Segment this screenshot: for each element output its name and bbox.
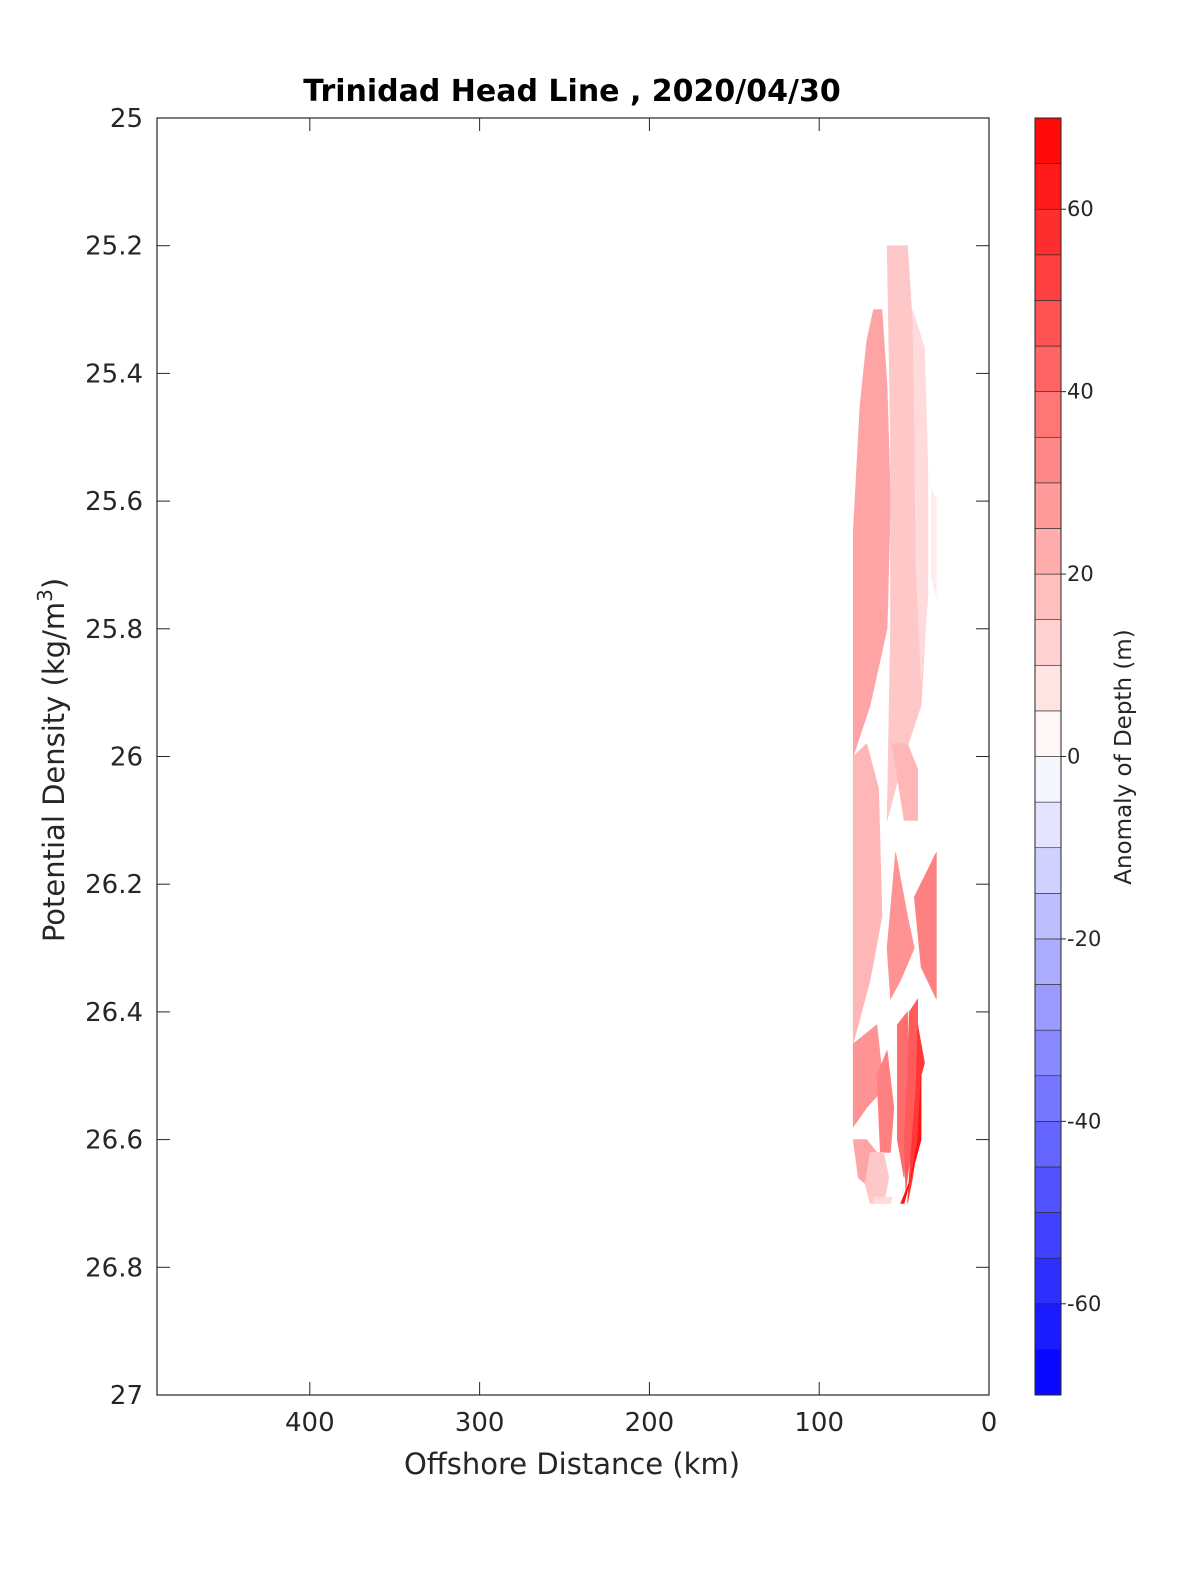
y-tick-label: 25.4 <box>85 359 143 389</box>
contour-region-14 <box>903 998 919 1191</box>
y-tick-label: 26 <box>110 743 143 773</box>
colorbar-tick-label: 0 <box>1067 745 1080 769</box>
colorbar-band <box>1034 1212 1062 1259</box>
colorbar-ticks: 60 40 20 0 -20 -40 -60 <box>1061 197 1101 1316</box>
x-tick-label: 100 <box>794 1408 844 1438</box>
colorbar-band <box>1034 893 1062 940</box>
colorbar-label: Anomaly of Depth (m) <box>1111 629 1137 884</box>
plot-frame <box>156 117 990 1396</box>
plot-area <box>156 117 990 1396</box>
colorbar-band <box>1034 163 1062 210</box>
colorbar-band <box>1034 1075 1062 1122</box>
colorbar-tick-label: -40 <box>1067 1109 1101 1133</box>
colorbar-band <box>1034 391 1062 438</box>
colorbar-band <box>1034 300 1062 347</box>
contour-region-7 <box>913 852 937 1000</box>
contour-region-9 <box>876 1050 895 1153</box>
y-tick-label: 26.2 <box>85 870 143 900</box>
y-axis-label: Potential Density (kg/m3) <box>33 578 71 942</box>
x-tick-label: 200 <box>625 1408 675 1438</box>
colorbar-band <box>1034 619 1062 666</box>
contour-region-0 <box>852 309 891 757</box>
y-axis-label-superscript: 3 <box>33 589 57 602</box>
colorbar-band <box>1034 664 1062 712</box>
chart-title: Trinidad Head Line , 2020/04/30 <box>303 74 840 109</box>
colorbar-band <box>1034 1349 1062 1396</box>
colorbar-band <box>1034 1029 1062 1077</box>
y-tick-label: 26.4 <box>85 998 143 1028</box>
contour-region-2 <box>912 309 929 680</box>
y-tick-label: 25.8 <box>85 615 143 645</box>
colorbar-band <box>1034 1257 1062 1305</box>
x-tick-labels: 400 300 200 100 0 <box>285 1408 997 1438</box>
contour-region-3 <box>930 488 937 597</box>
colorbar-tick-label: 60 <box>1067 197 1094 221</box>
contour-region-5 <box>891 743 919 821</box>
colorbar-band <box>1034 254 1062 301</box>
x-tick-label: 400 <box>285 1408 335 1438</box>
y-tick-label: 27 <box>110 1381 143 1411</box>
colorbar-frame <box>1034 117 1062 1396</box>
colorbar-band <box>1034 1166 1062 1213</box>
colorbar-band <box>1034 756 1062 803</box>
x-tick-label: 0 <box>981 1408 998 1438</box>
colorbar-band <box>1034 208 1062 256</box>
colorbar-bands <box>1034 117 1062 1396</box>
contour-region-6 <box>886 852 915 1001</box>
colorbar-tick-label: -20 <box>1067 927 1101 951</box>
colorbar-band <box>1034 710 1062 757</box>
colorbar-tick-label: -60 <box>1067 1292 1101 1316</box>
contour-region-16 <box>900 1075 922 1204</box>
contour-region-15 <box>907 1024 925 1204</box>
contour-layer <box>852 245 937 1204</box>
contour-region-8 <box>852 1024 885 1128</box>
colorbar-tick-label: 40 <box>1067 380 1094 404</box>
colorbar-band <box>1034 117 1062 164</box>
y-axis-label-base: Potential Density (kg/m <box>37 602 71 942</box>
colorbar-band <box>1034 847 1062 894</box>
y-axis-label-tail: ) <box>37 578 71 589</box>
x-tick-label: 300 <box>455 1408 505 1438</box>
colorbar-band <box>1034 938 1062 985</box>
y-tick-labels: 25 25.2 25.4 25.6 25.8 26 26.2 26.4 26.6 26.8 27 <box>85 104 143 1411</box>
y-tick-label: 25.6 <box>85 487 143 517</box>
colorbar-band <box>1034 984 1062 1031</box>
colorbar-band <box>1034 801 1062 849</box>
contour-region-12 <box>873 1196 893 1204</box>
colorbar-band <box>1034 1121 1062 1168</box>
y-tick-label: 25.2 <box>85 232 143 262</box>
colorbar-band <box>1034 1303 1062 1350</box>
colorbar-band <box>1034 482 1062 529</box>
y-tick-label: 26.6 <box>85 1126 143 1156</box>
colorbar-band <box>1034 528 1062 575</box>
y-tick-label: 25 <box>110 104 143 134</box>
x-axis-label: Offshore Distance (km) <box>404 1447 740 1481</box>
colorbar-band <box>1034 345 1062 392</box>
colorbar: 60 40 20 0 -20 -40 -60 <box>1034 117 1101 1396</box>
y-tick-label: 26.8 <box>85 1253 143 1283</box>
colorbar-band <box>1034 573 1062 620</box>
colorbar-band <box>1034 436 1062 484</box>
colorbar-tick-label: 20 <box>1067 562 1094 586</box>
plot-background <box>157 118 989 1395</box>
